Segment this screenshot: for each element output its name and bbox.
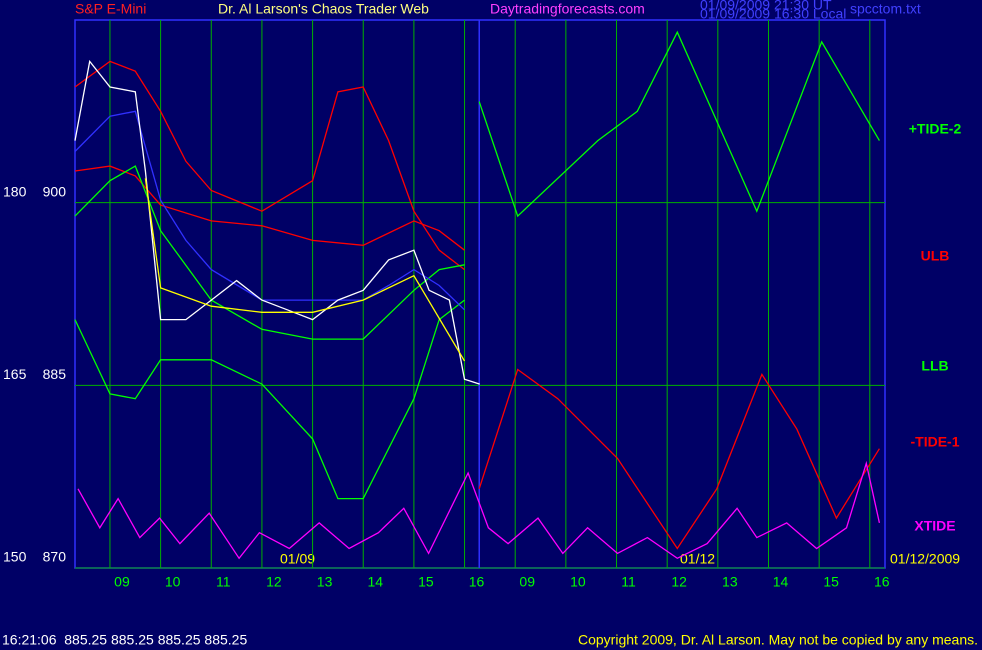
x-tick-label: 13 [722, 574, 738, 590]
series-line [74, 165, 465, 251]
quote: 16:21:06 885.25 885.25 885.25 885.25 [2, 632, 247, 648]
x-tick-label: 14 [773, 574, 789, 590]
date-annotation: 01/09 [280, 551, 315, 567]
legend-label: XTIDE [914, 518, 955, 534]
date-annotation: 01/12/2009 [890, 551, 960, 567]
y2-tick-label: 180 [3, 183, 27, 199]
y-tick-label: 900 [43, 183, 67, 199]
x-tick-label: 12 [671, 574, 687, 590]
time-local: 01/09/2009 16:30 Local [700, 6, 846, 22]
title: Dr. Al Larson's Chaos Trader Web [218, 1, 429, 17]
x-tick-label: 15 [823, 574, 839, 590]
time-ut: 01/09/2009 21:30 UT [700, 0, 832, 13]
y2-tick-label: 165 [3, 366, 27, 382]
series-line [74, 59, 480, 385]
legend-label: +TIDE-2 [909, 121, 962, 137]
legend-label: -TIDE-1 [911, 434, 960, 450]
x-tick-label: 11 [621, 574, 636, 590]
x-tick-label: 16 [874, 574, 890, 590]
series-line [74, 299, 465, 500]
date-annotation: 01/12 [680, 551, 715, 567]
y2-tick-label: 150 [3, 549, 27, 565]
x-tick-label: 11 [216, 574, 231, 590]
x-tick-label: 09 [519, 574, 535, 590]
x-tick-label: 16 [469, 574, 485, 590]
x-tick-label: 14 [367, 574, 383, 590]
series-line [144, 178, 466, 362]
file-name: spcctom.txt [850, 1, 921, 17]
series-line [74, 165, 465, 340]
legend-label: ULB [921, 248, 950, 264]
y-tick-label: 870 [43, 549, 67, 565]
copyright: Copyright 2009, Dr. Al Larson. May not b… [578, 632, 978, 648]
series-line [77, 460, 881, 560]
x-tick-label: 15 [418, 574, 434, 590]
x-tick-label: 10 [570, 574, 586, 590]
site: Daytradingforecasts.com [490, 1, 645, 17]
y-tick-label: 885 [43, 366, 67, 382]
series-line [478, 368, 880, 550]
x-tick-label: 09 [114, 574, 130, 590]
x-tick-label: 13 [317, 574, 333, 590]
series-line [478, 30, 880, 218]
x-tick-label: 10 [165, 574, 181, 590]
x-tick-label: 12 [266, 574, 282, 590]
symbol: S&P E-Mini [75, 1, 146, 17]
series-line [74, 60, 465, 271]
legend-label: LLB [921, 358, 948, 374]
